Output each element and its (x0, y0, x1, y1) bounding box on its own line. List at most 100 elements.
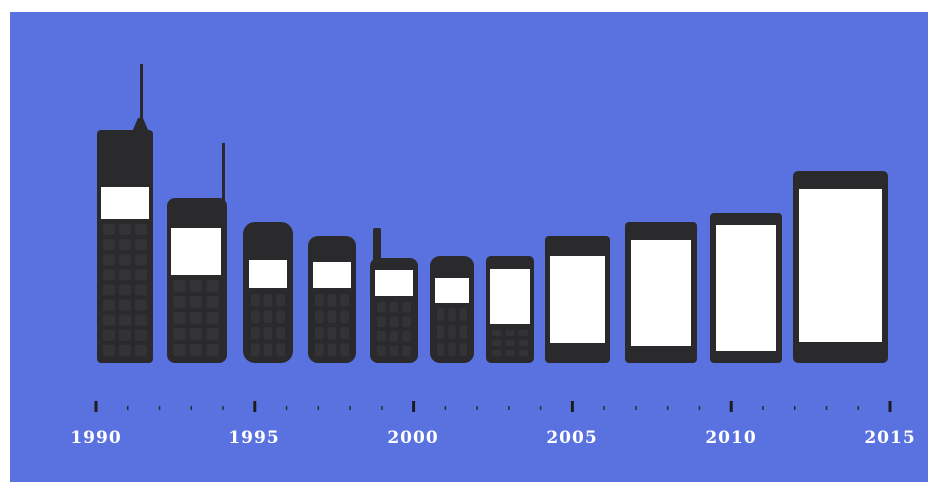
key (190, 280, 203, 292)
year-label-2015: 2015 (864, 428, 915, 448)
key (448, 308, 455, 321)
phone-screen (171, 228, 221, 275)
key (460, 343, 467, 356)
key (251, 294, 260, 307)
key (437, 343, 444, 356)
key (460, 325, 467, 338)
key (103, 284, 115, 295)
key (448, 343, 455, 356)
key (206, 328, 219, 340)
key (119, 330, 131, 341)
phone-screen (249, 260, 287, 288)
key (402, 317, 411, 328)
key (173, 328, 186, 340)
key (276, 294, 285, 307)
phone-screen (716, 225, 776, 351)
key (402, 346, 411, 357)
phone-screen (435, 278, 469, 303)
key (328, 344, 337, 357)
phones-layer (97, 64, 888, 363)
key (119, 315, 131, 326)
key (135, 239, 147, 250)
phone-1 (97, 64, 153, 363)
key (190, 344, 203, 356)
key (173, 280, 186, 292)
key (251, 327, 260, 340)
key (251, 311, 260, 324)
key (492, 330, 501, 336)
key (437, 325, 444, 338)
key (340, 344, 349, 357)
key (103, 224, 115, 235)
key (492, 340, 501, 346)
key (505, 330, 514, 336)
key (119, 300, 131, 311)
key (135, 224, 147, 235)
key (276, 311, 285, 324)
key (340, 294, 349, 307)
year-label-2010: 2010 (705, 428, 756, 448)
key (135, 269, 147, 280)
key (119, 239, 131, 250)
key (135, 284, 147, 295)
key (264, 327, 273, 340)
key (173, 296, 186, 308)
key (119, 224, 131, 235)
year-label-2005: 2005 (546, 428, 597, 448)
phone-7 (486, 256, 534, 363)
phone-11 (793, 171, 888, 363)
timeline-axis (96, 401, 890, 412)
phone-screen (550, 256, 605, 343)
keypad (103, 224, 147, 356)
key (103, 345, 115, 356)
keypad (437, 308, 467, 356)
key (103, 254, 115, 265)
key (190, 312, 203, 324)
phone-screen (375, 270, 413, 296)
year-label-1990: 1990 (70, 428, 121, 448)
key (390, 302, 399, 313)
key (505, 340, 514, 346)
key (390, 317, 399, 328)
year-label-1995: 1995 (228, 428, 279, 448)
phone-2 (167, 143, 227, 363)
key (135, 300, 147, 311)
key (377, 302, 386, 313)
phone-6 (430, 256, 474, 363)
key (119, 254, 131, 265)
key (276, 344, 285, 357)
key (377, 346, 386, 357)
key (402, 331, 411, 342)
key (390, 346, 399, 357)
key (276, 327, 285, 340)
key (519, 330, 528, 336)
key (135, 330, 147, 341)
year-label-2000: 2000 (387, 428, 438, 448)
key (390, 331, 399, 342)
key (119, 345, 131, 356)
key (315, 344, 324, 357)
key (264, 344, 273, 357)
key (340, 327, 349, 340)
key (206, 296, 219, 308)
phone-screen (490, 269, 530, 324)
antenna-base (132, 118, 149, 132)
key (328, 311, 337, 324)
key (505, 350, 514, 356)
key (119, 284, 131, 295)
key (315, 327, 324, 340)
key (328, 294, 337, 307)
phone-10 (710, 213, 782, 363)
phone-screen (101, 187, 149, 219)
key (251, 344, 260, 357)
antenna (222, 143, 225, 203)
key (135, 254, 147, 265)
key (492, 350, 501, 356)
key (103, 239, 115, 250)
phone-3 (243, 222, 293, 363)
key (315, 294, 324, 307)
phone-4 (308, 236, 356, 363)
key (103, 269, 115, 280)
key (340, 311, 349, 324)
